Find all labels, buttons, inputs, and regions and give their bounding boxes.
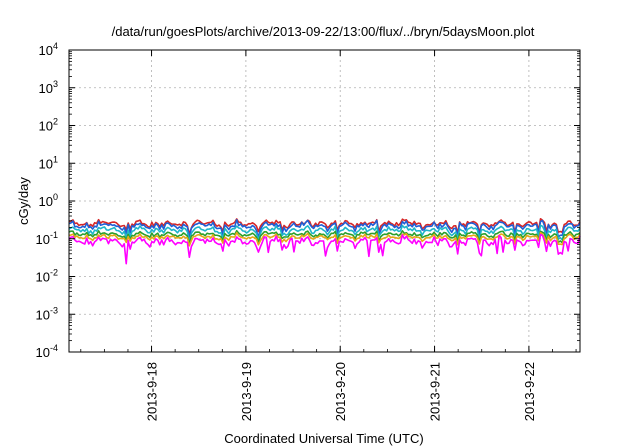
x-tick-label: 2013-9-18 xyxy=(145,362,160,421)
y-tick-label: 10-2 xyxy=(36,268,58,285)
y-tick-label: 10-3 xyxy=(36,305,58,322)
y-tick-label: 102 xyxy=(39,117,58,134)
y-tick-label: 10-4 xyxy=(36,343,58,360)
series-line xyxy=(68,233,581,265)
y-tick-label: 101 xyxy=(39,154,58,171)
series-layer xyxy=(68,217,581,265)
x-tick-label: 2013-9-20 xyxy=(333,362,348,421)
y-tick-label: 104 xyxy=(39,41,58,58)
y-axis: 10-4 10-3 10-2 10-1 100 101 102 103 104 xyxy=(36,41,580,360)
x-tick-label: 2013-9-19 xyxy=(239,362,254,421)
grid xyxy=(69,50,580,352)
y-tick-label: 10-1 xyxy=(36,230,58,247)
series-line xyxy=(68,231,581,247)
x-axis-label: Coordinated Universal Time (UTC) xyxy=(224,431,423,446)
y-tick-label: 100 xyxy=(39,192,58,209)
x-tick-label: 2013-9-22 xyxy=(522,362,537,421)
x-tick-label: 2013-9-21 xyxy=(428,362,443,421)
y-axis-label: cGy/day xyxy=(16,177,31,225)
y-tick-label: 103 xyxy=(39,79,58,96)
series-line xyxy=(68,229,581,245)
series-line xyxy=(68,219,581,239)
chart-title: /data/run/goesPlots/archive/2013-09-22/1… xyxy=(112,24,535,39)
series-line xyxy=(68,224,581,243)
x-axis: 2013-9-18 2013-9-19 2013-9-20 2013-9-21 2013… xyxy=(80,50,577,421)
